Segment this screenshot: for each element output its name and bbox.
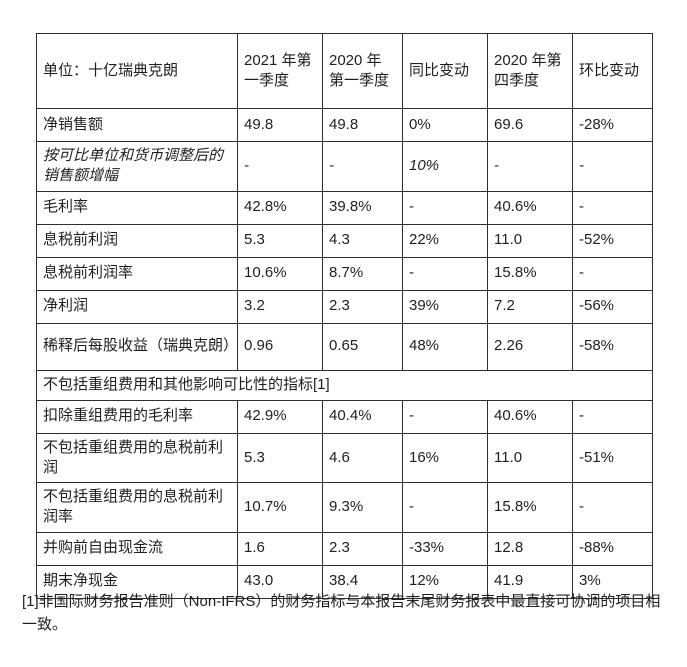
cell-value: 2.3 xyxy=(322,289,403,324)
cell-value: 11.0 xyxy=(487,223,573,258)
cell-value: - xyxy=(572,256,653,291)
cell-value: 39.8% xyxy=(322,190,403,225)
column-header-2020-q1: 2020 年第一季度 xyxy=(322,33,403,109)
cell-value: 0% xyxy=(402,108,488,142)
cell-value: 15.8% xyxy=(487,482,573,533)
cell-value: 3% xyxy=(572,564,653,599)
cell-value: 4.6 xyxy=(322,432,403,483)
cell-value: - xyxy=(322,141,403,192)
cell-value: 42.8% xyxy=(237,190,323,225)
table-row-diluted-eps: 稀释后每股收益（瑞典克朗） 0.96 0.65 48% 2.26 -58% xyxy=(36,322,653,371)
row-label: 不包括重组费用的息税前利润 xyxy=(36,432,238,483)
cell-value: - xyxy=(402,256,488,291)
unit-header-cell: 单位：十亿瑞典克朗 xyxy=(36,33,238,109)
cell-value: 7.2 xyxy=(487,289,573,324)
cell-value: 12.8 xyxy=(487,531,573,566)
row-label: 净销售额 xyxy=(36,108,238,142)
table-row-net-sales: 净销售额 49.8 49.8 0% 69.6 -28% xyxy=(36,108,653,142)
cell-value: 10.6% xyxy=(237,256,323,291)
column-header-yoy-change: 同比变动 xyxy=(402,33,488,109)
row-label: 息税前利润率 xyxy=(36,256,238,291)
column-header-2021-q1: 2021 年第一季度 xyxy=(237,33,323,109)
table-body: 单位：十亿瑞典克朗 2021 年第一季度 2020 年第一季度 同比变动 202… xyxy=(36,33,653,599)
row-label: 按可比单位和货币调整后的销售额增幅 xyxy=(36,141,238,192)
column-header-qoq-change: 环比变动 xyxy=(572,33,653,109)
row-label: 并购前自由现金流 xyxy=(36,531,238,566)
row-label: 期末净现金 xyxy=(36,564,238,599)
cell-value: - xyxy=(572,190,653,225)
cell-value: 0.65 xyxy=(322,322,403,371)
cell-value: -56% xyxy=(572,289,653,324)
cell-value: 40.6% xyxy=(487,190,573,225)
cell-value: 0.96 xyxy=(237,322,323,371)
table-row-ebit-margin: 息税前利润率 10.6% 8.7% - 15.8% - xyxy=(36,256,653,291)
cell-value: -52% xyxy=(572,223,653,258)
cell-value: - xyxy=(572,482,653,533)
cell-value: 43.0 xyxy=(237,564,323,599)
section-row-excluding-restructuring: 不包括重组费用和其他影响可比性的指标[1] xyxy=(36,369,653,401)
table-row-gross-margin: 毛利率 42.8% 39.8% - 40.6% - xyxy=(36,190,653,225)
cell-value: 22% xyxy=(402,223,488,258)
cell-value: 9.3% xyxy=(322,482,403,533)
cell-value: -28% xyxy=(572,108,653,142)
cell-value: - xyxy=(572,141,653,192)
table-row-net-income: 净利润 3.2 2.3 39% 7.2 -56% xyxy=(36,289,653,324)
row-label: 净利润 xyxy=(36,289,238,324)
cell-value: 12% xyxy=(402,564,488,599)
cell-value: -88% xyxy=(572,531,653,566)
cell-value: - xyxy=(402,399,488,434)
row-label: 稀释后每股收益（瑞典克朗） xyxy=(36,322,238,371)
row-label: 毛利率 xyxy=(36,190,238,225)
cell-value: - xyxy=(402,482,488,533)
cell-value: 16% xyxy=(402,432,488,483)
financial-summary-table: 单位：十亿瑞典克朗 2021 年第一季度 2020 年第一季度 同比变动 202… xyxy=(36,33,653,599)
cell-value: -58% xyxy=(572,322,653,371)
cell-value: - xyxy=(237,141,323,192)
cell-value: - xyxy=(487,141,573,192)
cell-value: 2.26 xyxy=(487,322,573,371)
table-row-net-cash-end-of-period: 期末净现金 43.0 38.4 12% 41.9 3% xyxy=(36,564,653,599)
cell-value: -51% xyxy=(572,432,653,483)
cell-value: 10.7% xyxy=(237,482,323,533)
cell-value: 40.4% xyxy=(322,399,403,434)
table-row-ebit-margin-excl-restructuring: 不包括重组费用的息税前利润率 10.7% 9.3% - 15.8% - xyxy=(36,482,653,533)
cell-value: 1.6 xyxy=(237,531,323,566)
section-label: 不包括重组费用和其他影响可比性的指标[1] xyxy=(36,369,653,401)
table-row-free-cash-flow: 并购前自由现金流 1.6 2.3 -33% 12.8 -88% xyxy=(36,531,653,566)
cell-value: - xyxy=(572,399,653,434)
cell-value: 10% xyxy=(402,141,488,192)
table-header-row: 单位：十亿瑞典克朗 2021 年第一季度 2020 年第一季度 同比变动 202… xyxy=(36,33,653,109)
cell-value: 5.3 xyxy=(237,223,323,258)
table-row-ebit: 息税前利润 5.3 4.3 22% 11.0 -52% xyxy=(36,223,653,258)
footnote-non-ifrs: [1]非国际财务报告准则（Non-IFRS）的财务指标与本报告末尾财务报表中最直… xyxy=(22,593,661,634)
row-label: 不包括重组费用的息税前利润率 xyxy=(36,482,238,533)
cell-value: 15.8% xyxy=(487,256,573,291)
cell-value: 3.2 xyxy=(237,289,323,324)
table-row-ebit-excl-restructuring: 不包括重组费用的息税前利润 5.3 4.6 16% 11.0 -51% xyxy=(36,432,653,483)
cell-value: 40.6% xyxy=(487,399,573,434)
cell-value: 49.8 xyxy=(322,108,403,142)
cell-value: 8.7% xyxy=(322,256,403,291)
row-label: 扣除重组费用的毛利率 xyxy=(36,399,238,434)
cell-value: 49.8 xyxy=(237,108,323,142)
cell-value: 42.9% xyxy=(237,399,323,434)
table-row-comparable-sales-growth: 按可比单位和货币调整后的销售额增幅 - - 10% - - xyxy=(36,141,653,192)
row-label: 息税前利润 xyxy=(36,223,238,258)
cell-value: -33% xyxy=(402,531,488,566)
cell-value: 2.3 xyxy=(322,531,403,566)
cell-value: 5.3 xyxy=(237,432,323,483)
cell-value: 69.6 xyxy=(487,108,573,142)
table-row-gross-margin-excl-restructuring: 扣除重组费用的毛利率 42.9% 40.4% - 40.6% - xyxy=(36,399,653,434)
column-header-2020-q4: 2020 年第四季度 xyxy=(487,33,573,109)
cell-value: - xyxy=(402,190,488,225)
cell-value: 11.0 xyxy=(487,432,573,483)
cell-value: 48% xyxy=(402,322,488,371)
cell-value: 39% xyxy=(402,289,488,324)
cell-value: 4.3 xyxy=(322,223,403,258)
